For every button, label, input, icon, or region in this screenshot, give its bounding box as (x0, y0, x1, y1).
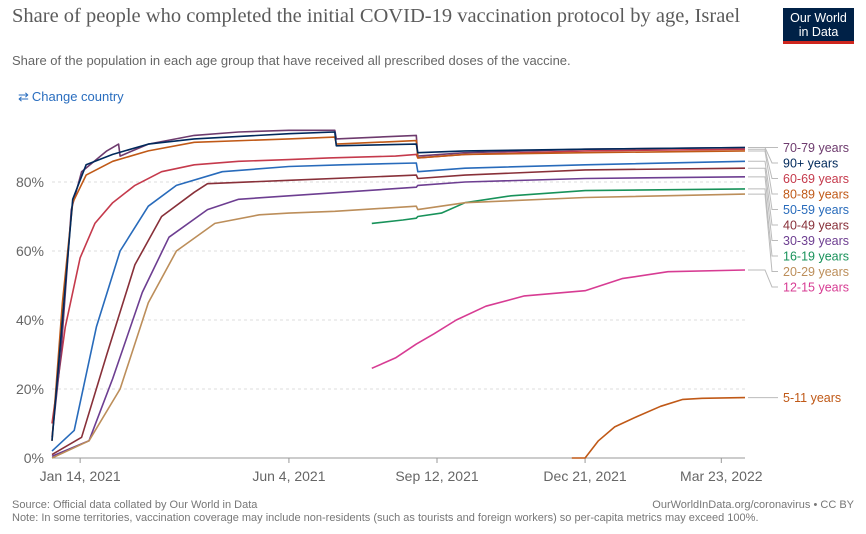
series-line (51, 176, 746, 458)
change-country-button[interactable]: ⇄ Change country (18, 89, 124, 105)
series-line (51, 136, 746, 441)
y-tick-label: 40% (16, 312, 44, 328)
source-note: Source: Official data collated by Our Wo… (12, 499, 258, 511)
legend-connector (748, 148, 778, 179)
legend-label: 70-79 years (783, 141, 849, 155)
y-tick-label: 20% (16, 381, 44, 397)
logo-accent-bar (783, 41, 854, 44)
series-line (51, 131, 746, 441)
series-line (51, 167, 746, 456)
x-tick-label: Mar 23, 2022 (680, 468, 763, 484)
legend-label: 40-49 years (783, 219, 849, 233)
legend-label: 20-29 years (783, 265, 849, 279)
legend-label: 90+ years (783, 157, 838, 171)
series-line (371, 269, 746, 370)
x-tick-label: Sep 12, 2021 (395, 468, 479, 484)
legend-label: 60-69 years (783, 172, 849, 186)
y-tick-label: 60% (16, 243, 44, 259)
x-tick-label: Jun 4, 2021 (252, 468, 325, 484)
series-line (51, 160, 746, 452)
chart-subtitle: Share of the population in each age grou… (12, 53, 571, 68)
legend-connector (748, 188, 778, 257)
series-line (51, 129, 746, 438)
legend-label: 5-11 years (783, 391, 841, 405)
legend-connector (748, 193, 778, 272)
legend-connector (748, 176, 778, 241)
owid-logo[interactable]: Our World in Data (783, 8, 854, 44)
legend-connector (748, 269, 778, 288)
legend-connector (748, 167, 778, 226)
y-tick-label: 0% (24, 450, 44, 466)
legend-label: 30-39 years (783, 234, 849, 248)
logo-line-1: Our World (790, 11, 847, 25)
footer-url[interactable]: OurWorldInData.org/coronavirus • CC BY (652, 499, 854, 511)
y-tick-label: 80% (16, 174, 44, 190)
change-country-label: Change country (31, 89, 124, 104)
legend-label: 80-89 years (783, 188, 849, 202)
footer-note: Note: In some territories, vaccination c… (12, 512, 759, 524)
legend-label: 16-19 years (783, 250, 849, 264)
chart-title: Share of people who completed the initia… (12, 5, 741, 27)
x-tick-label: Jan 14, 2021 (40, 468, 121, 484)
legend-connector (748, 150, 778, 195)
legend-connector (748, 160, 778, 210)
legend-label: 12-15 years (783, 281, 849, 295)
series-line (371, 188, 746, 225)
swap-arrows-icon: ⇄ (18, 89, 29, 104)
series-line (571, 396, 746, 459)
legend-label: 50-59 years (783, 203, 849, 217)
logo-line-2: in Data (798, 25, 839, 39)
series-line (51, 193, 746, 459)
legend-connector (748, 147, 778, 164)
x-tick-label: Dec 21, 2021 (543, 468, 626, 484)
